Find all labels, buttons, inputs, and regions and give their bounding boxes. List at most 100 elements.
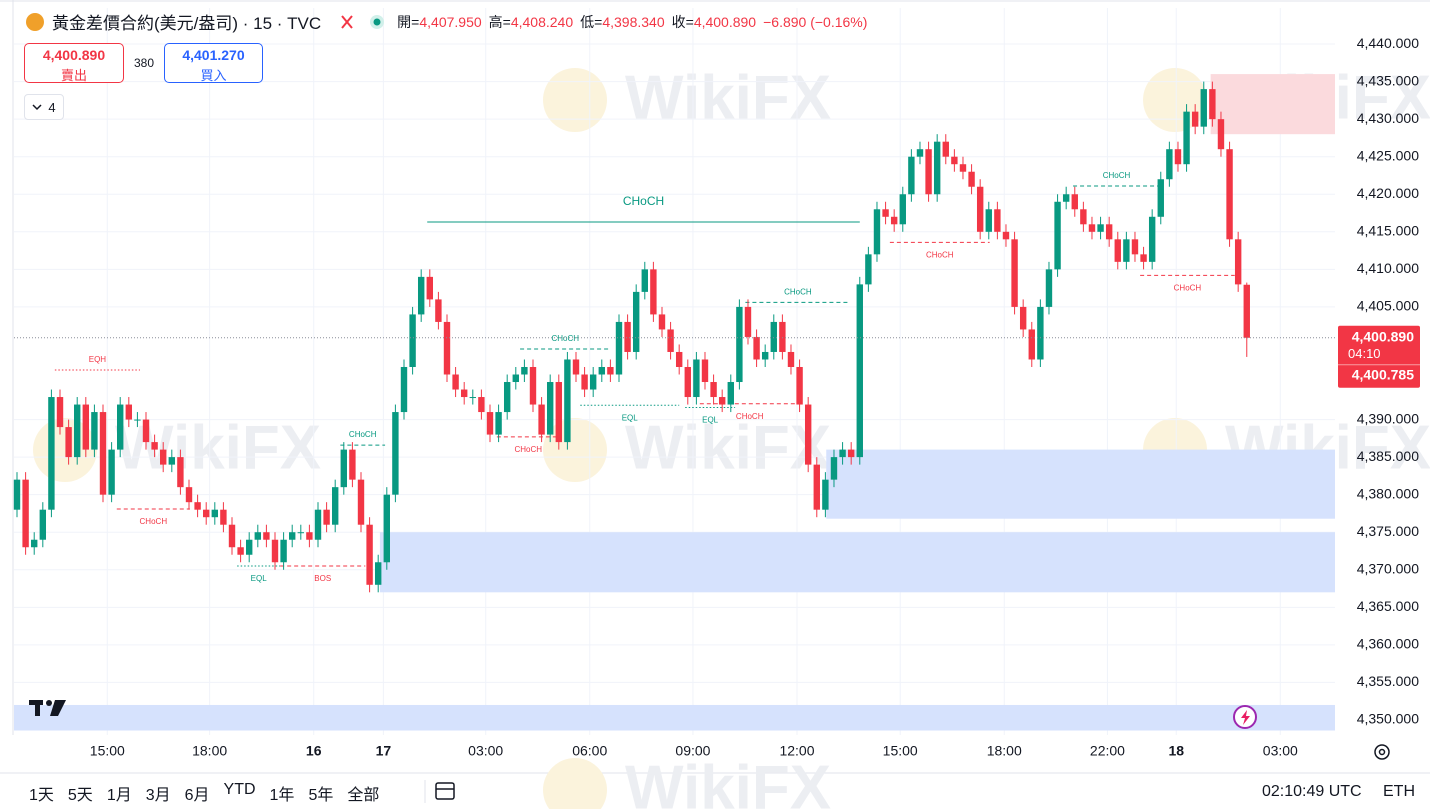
range-button[interactable]: 5年 <box>308 787 334 804</box>
range-button[interactable]: 1天 <box>29 787 54 804</box>
candle-body <box>744 306 752 337</box>
structure-label: CHoCH <box>1174 283 1202 292</box>
x-tick-label: 03:00 <box>1263 743 1298 759</box>
candle-body <box>314 509 322 540</box>
candle-body <box>443 321 451 375</box>
y-tick-label: 4,370.000 <box>1357 560 1419 576</box>
change: −6.890 (−0.16%) <box>763 13 868 30</box>
candle-body <box>641 269 648 292</box>
candle-body <box>495 412 502 435</box>
candle-body <box>1166 149 1173 180</box>
candle-body <box>280 539 287 563</box>
settings-icon[interactable] <box>1374 744 1390 760</box>
candle-body <box>168 457 176 465</box>
y-tick-label: 4,410.000 <box>1357 260 1419 276</box>
candle-body <box>478 397 485 413</box>
header: 黃金差價合約(美元/盎司) · 15 · TVC 開=4,407.950 高=4,… <box>26 9 867 34</box>
range-button[interactable]: 6月 <box>184 787 210 804</box>
y-tick-label: 4,440.000 <box>1357 35 1419 51</box>
candle-body <box>435 299 442 322</box>
candle-body <box>263 532 270 540</box>
x-tick-label: 18 <box>1168 743 1184 759</box>
range-button[interactable]: 1月 <box>106 787 132 804</box>
session[interactable]: ETH <box>1383 783 1415 800</box>
candle-body <box>813 464 820 510</box>
candle-body <box>48 397 55 510</box>
candle-body <box>882 209 889 217</box>
x-tick-label: 03:00 <box>468 743 503 759</box>
x-tick-label: 12:00 <box>779 743 814 759</box>
y-tick-label: 4,350.000 <box>1357 711 1419 727</box>
lightning-icon[interactable] <box>1233 705 1257 729</box>
candle-body <box>607 366 614 375</box>
candle-body <box>873 209 881 255</box>
candle-body <box>323 509 330 525</box>
candle-body <box>650 269 657 315</box>
indicators-toggle[interactable]: 4 <box>24 94 64 120</box>
candle-body <box>1011 239 1018 307</box>
range-button[interactable]: 全部 <box>347 787 380 804</box>
x-tick-label: 15:00 <box>883 743 918 759</box>
calendar-icon[interactable] <box>424 780 455 803</box>
candle-body <box>151 442 158 450</box>
range-button[interactable]: 1年 <box>269 787 295 804</box>
candle-body <box>1131 239 1139 255</box>
candle-body <box>1123 239 1130 262</box>
structure-label: CHoCH <box>514 445 542 454</box>
y-tick-label: 4,355.000 <box>1357 673 1419 689</box>
candle-body <box>246 539 253 555</box>
y-tick-label: 4,375.000 <box>1357 523 1419 539</box>
y-tick-label: 4,430.000 <box>1357 110 1419 126</box>
candle-body <box>1002 231 1010 240</box>
candle-body <box>925 149 932 195</box>
axes: 4,440.000 4,435.000 4,430.000 4,425.000 4,42… <box>14 35 1420 759</box>
watermark-logo <box>1143 68 1207 132</box>
sell-button[interactable]: 4,400.890 賣出 <box>24 43 124 83</box>
sell-label: 賣出 <box>60 68 87 83</box>
candle-body <box>417 276 425 315</box>
candle-body <box>538 404 545 435</box>
candle-body <box>160 449 167 465</box>
structure-label: CHoCH <box>349 430 377 439</box>
candle-body <box>82 404 90 450</box>
candle-body <box>306 532 313 540</box>
y-tick-label: 4,365.000 <box>1357 598 1419 614</box>
symbol-title[interactable]: 黃金差價合約(美元/盎司) · 15 · TVC <box>52 14 322 33</box>
buy-button[interactable]: 4,401.270 買入 <box>164 43 263 83</box>
candle-body <box>942 141 949 157</box>
candle-body <box>409 314 416 367</box>
candle-body <box>658 314 666 330</box>
candle-body <box>994 209 1001 232</box>
spread: 380 <box>134 56 155 70</box>
range-button[interactable]: 5天 <box>67 787 93 804</box>
candle-body <box>667 329 674 352</box>
x-tick-label: 18:00 <box>987 743 1022 759</box>
candle-body <box>830 457 838 480</box>
watermarks: WikiFXWikiFXWikiFXWikiFXWikiFXWikiFX <box>33 63 1430 809</box>
y-tick-label: 4,380.000 <box>1357 485 1419 501</box>
candle-body <box>908 156 915 195</box>
candle-body <box>349 449 356 480</box>
candle-body <box>271 539 279 563</box>
range-button[interactable]: 3月 <box>145 787 171 804</box>
ohlc-value: 4,398.340 <box>602 13 665 30</box>
candle-body <box>357 479 365 525</box>
candle-body <box>56 397 64 428</box>
ohlc-label: 開= <box>397 13 420 30</box>
candle-body <box>1097 224 1104 232</box>
sell-price: 4,400.890 <box>42 47 106 63</box>
candle-body <box>426 276 433 300</box>
ohlc-item: 低=4,398.340 <box>580 14 664 30</box>
candle-body <box>392 412 399 495</box>
x-tick-label: 22:00 <box>1090 743 1125 759</box>
candle-body <box>1217 119 1225 150</box>
candle-body <box>976 186 984 232</box>
candle-body <box>1019 306 1027 330</box>
candle-body <box>108 449 115 495</box>
y-tick-label: 4,415.000 <box>1357 223 1419 239</box>
candle-body <box>804 404 812 465</box>
candle-body <box>1071 194 1078 210</box>
range-button[interactable]: YTD <box>223 781 256 798</box>
candle-body <box>916 149 924 157</box>
